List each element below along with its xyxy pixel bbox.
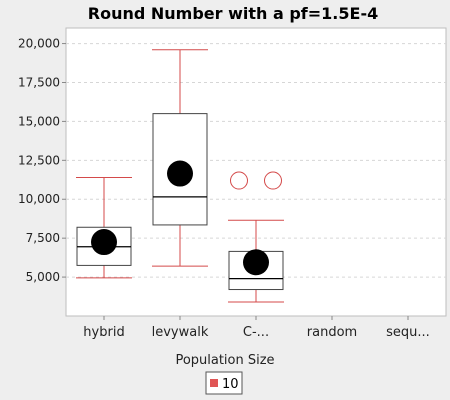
box-hybrid <box>76 176 132 279</box>
x-tick-label: random <box>307 325 357 340</box>
box-plots <box>76 49 284 303</box>
y-tick-label: 15,000 <box>18 114 60 128</box>
box-levywalk <box>152 49 208 267</box>
mean-marker <box>243 249 269 276</box>
x-axis: hybrid levywalk C-... random sequ... <box>83 316 430 340</box>
y-tick-label: 10,000 <box>18 192 60 206</box>
chart-title: Round Number with a pf=1.5E-4 <box>88 4 378 23</box>
y-tick-label: 5,000 <box>26 270 60 284</box>
outlier-marker <box>264 171 282 190</box>
y-tick-label: 20,000 <box>18 37 60 51</box>
mean-marker <box>91 229 117 256</box>
legend-frame <box>205 371 243 395</box>
x-tick-label: C-... <box>243 325 269 340</box>
mean-marker <box>167 160 193 187</box>
outlier-marker <box>230 171 248 190</box>
legend-label: 10 <box>222 377 239 392</box>
legend-swatch <box>210 379 218 387</box>
y-tick-label: 17,500 <box>18 75 60 89</box>
x-axis-title: Population Size <box>175 353 274 368</box>
x-tick-label: levywalk <box>152 325 209 340</box>
box-C-... <box>228 171 284 303</box>
y-axis: 5,000 7,500 10,000 12,500 15,000 17,500 20,000 <box>18 37 66 284</box>
x-tick-label: hybrid <box>83 325 124 340</box>
legend: 10 <box>205 371 243 395</box>
y-tick-label: 12,500 <box>18 153 60 167</box>
y-tick-label: 7,500 <box>26 231 60 245</box>
x-tick-label: sequ... <box>386 325 430 340</box>
